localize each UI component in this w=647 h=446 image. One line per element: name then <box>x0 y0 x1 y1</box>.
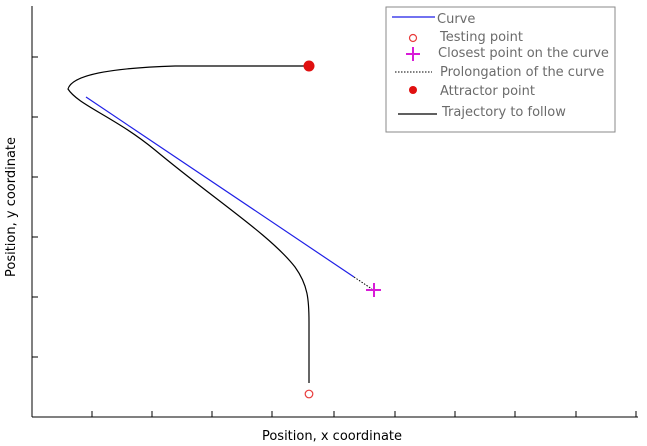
y-axis-title: Position, y coordinate <box>4 137 19 277</box>
attractor-point <box>303 60 315 72</box>
legend-label: Closest point on the curve <box>438 46 609 61</box>
axes <box>31 6 638 418</box>
legend-item-prolongation: Prolongation of the curve <box>395 65 604 80</box>
legend-item-closest-point: Closest point on the curve <box>406 46 609 61</box>
legend-label: Testing point <box>439 30 523 45</box>
legend-filled-dot-icon <box>409 86 417 94</box>
testing-point <box>304 389 314 399</box>
trajectory-path <box>67 65 310 383</box>
legend-label: Prolongation of the curve <box>440 65 604 80</box>
legend-item-testing-point: Testing point <box>408 30 523 45</box>
prolongation-line <box>353 276 373 290</box>
legend-item-trajectory: Trajectory to follow <box>398 105 566 120</box>
curve-line <box>85 96 355 278</box>
x-axis-title: Position, x coordinate <box>262 429 402 444</box>
legend-item-attractor: Attractor point <box>409 84 535 99</box>
legend: Curve Testing point Closest point on the… <box>385 6 616 133</box>
legend-open-circle-icon <box>408 33 418 43</box>
legend-label: Trajectory to follow <box>441 105 566 120</box>
legend-plus-icon <box>406 47 420 61</box>
x-axis-ticks <box>91 411 637 417</box>
legend-label: Attractor point <box>440 84 535 99</box>
legend-label: Curve <box>437 12 475 27</box>
closest-point-marker <box>366 283 381 297</box>
legend-item-curve: Curve <box>392 12 475 27</box>
legend-box <box>385 6 616 133</box>
y-axis-ticks <box>32 56 38 358</box>
